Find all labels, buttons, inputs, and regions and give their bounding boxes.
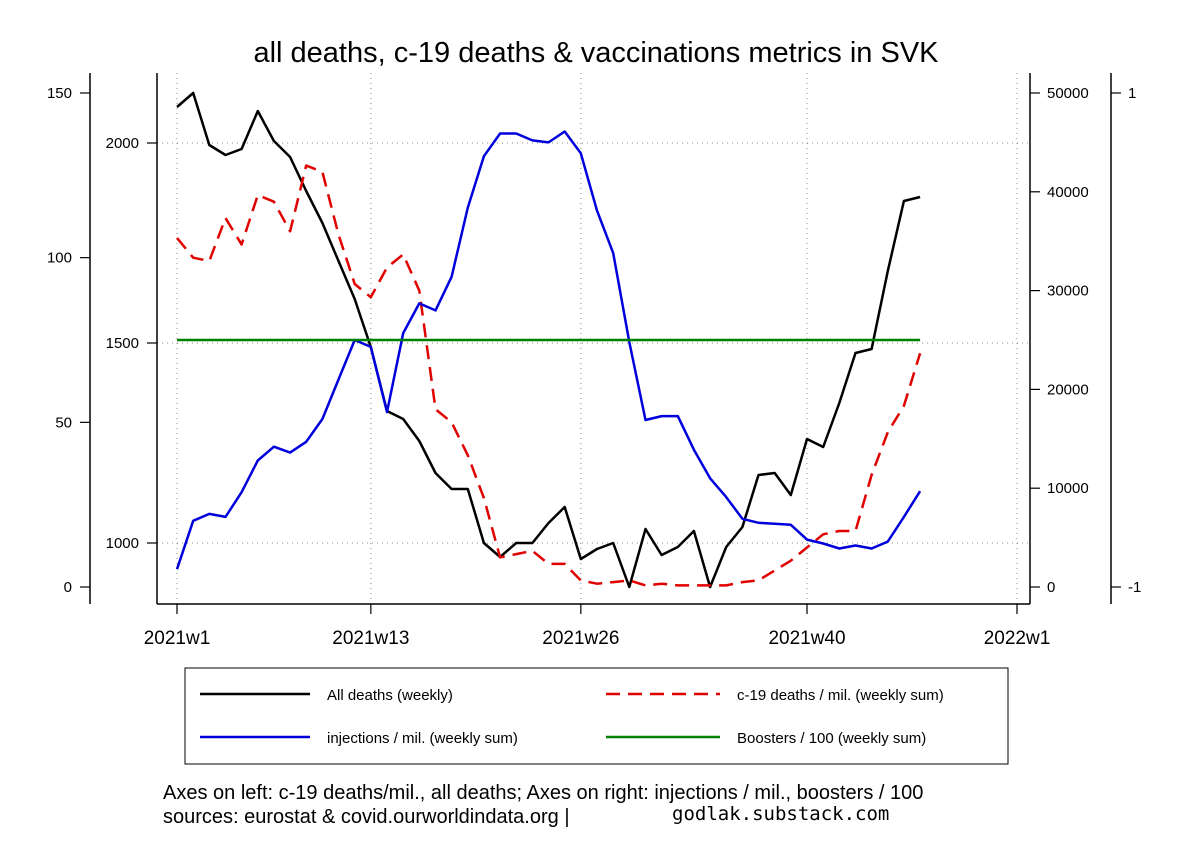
legend-box <box>184 667 1009 765</box>
footer-axes-note: Axes on left: c-19 deaths/mil., all deat… <box>163 782 923 804</box>
tick-label-x: 2022w1 <box>984 628 1051 649</box>
tick-label-left-inner: 1500 <box>106 335 139 352</box>
tick-label-right-inner: 50000 <box>1047 85 1089 102</box>
chart-title: all deaths, c-19 deaths & vaccinations m… <box>253 37 939 69</box>
series-line-2 <box>175 130 922 570</box>
legend-label-c19-deaths: c-19 deaths / mil. (weekly sum) <box>737 687 944 704</box>
tick-label-right-inner: 0 <box>1047 579 1055 596</box>
legend-label-all-deaths: All deaths (weekly) <box>327 687 453 704</box>
tick-label-x: 2021w26 <box>542 628 619 649</box>
tick-label-left-outer: 0 <box>64 579 72 596</box>
series-line-1 <box>176 164 922 587</box>
tick-label-left-outer: 100 <box>47 250 72 267</box>
tick-label-right-outer: 1 <box>1128 85 1136 102</box>
tick-label-x: 2021w13 <box>332 628 409 649</box>
tick-label-right-inner: 10000 <box>1047 480 1089 497</box>
tick-label-left-outer: 50 <box>55 414 72 431</box>
legend-label-boosters: Boosters / 100 (weekly sum) <box>737 730 926 747</box>
tick-label-x: 2021w40 <box>768 628 845 649</box>
axes: 0501001501000150020000100002000030000400… <box>47 73 1141 649</box>
tick-label-right-inner: 40000 <box>1047 184 1089 201</box>
tick-label-right-outer: -1 <box>1128 579 1141 596</box>
footer-sources: sources: eurostat & covid.ourworldindata… <box>163 806 570 828</box>
grid <box>157 73 1030 604</box>
footer-handle: godlak.substack.com <box>672 803 889 825</box>
legend: All deaths (weekly) c-19 deaths / mil. (… <box>184 667 1009 765</box>
tick-label-left-inner: 1000 <box>106 535 139 552</box>
series-line-0 <box>176 91 921 589</box>
tick-label-left-outer: 150 <box>47 85 72 102</box>
tick-label-right-inner: 20000 <box>1047 381 1089 398</box>
series-layer <box>175 91 922 589</box>
tick-label-left-inner: 2000 <box>106 135 139 152</box>
tick-label-right-inner: 30000 <box>1047 283 1089 300</box>
tick-label-x: 2021w1 <box>144 628 211 649</box>
legend-label-injections: injections / mil. (weekly sum) <box>327 730 518 747</box>
